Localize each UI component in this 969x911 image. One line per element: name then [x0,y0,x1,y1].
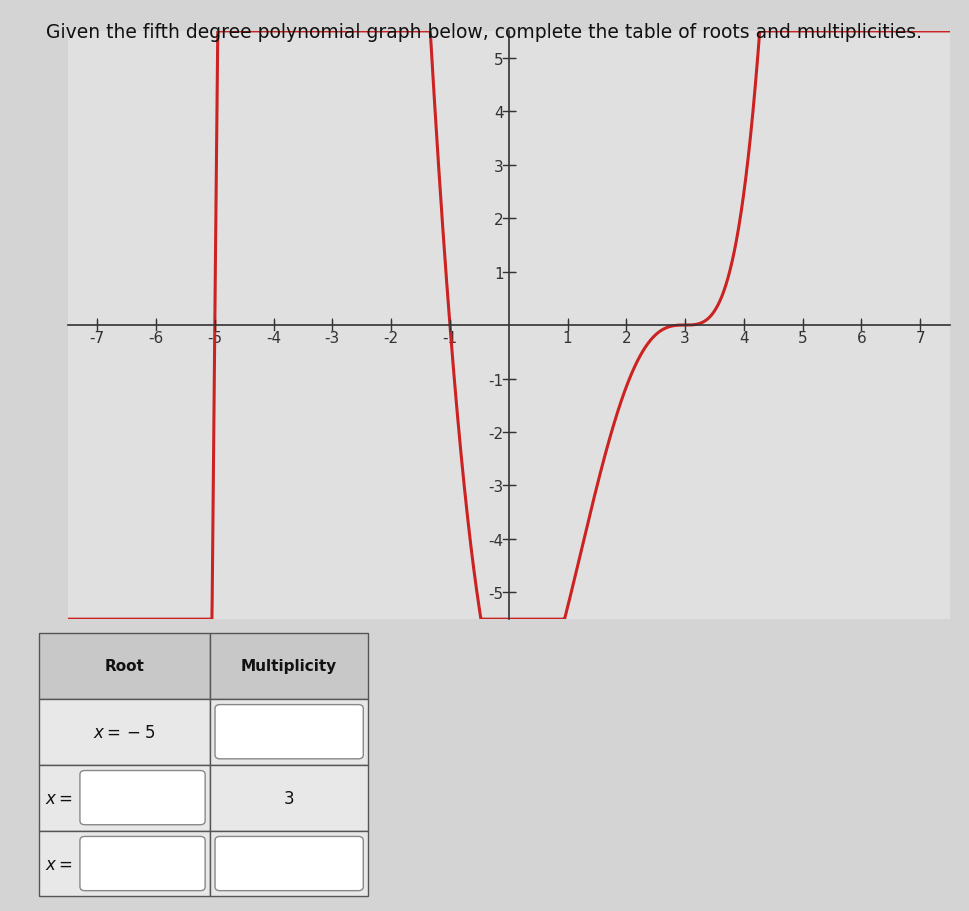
Text: Multiplicity: Multiplicity [241,659,337,673]
Bar [39,831,210,896]
Text: Given the fifth degree polynomial graph below, complete the table of roots and m: Given the fifth degree polynomial graph … [47,23,922,42]
FancyBboxPatch shape [215,705,363,759]
Text: 3: 3 [284,789,295,807]
Bar [210,831,368,896]
Bar [210,699,368,765]
Bar [39,633,210,699]
Bar [39,699,210,765]
Bar [39,765,210,831]
FancyBboxPatch shape [215,836,363,891]
Text: $x = -5$: $x = -5$ [93,723,155,741]
FancyBboxPatch shape [79,836,205,891]
Text: $x =$: $x =$ [45,789,73,807]
FancyBboxPatch shape [79,771,205,824]
Text: Root: Root [105,659,144,673]
Text: $x =$: $x =$ [45,855,73,873]
Bar [210,633,368,699]
Bar [210,765,368,831]
